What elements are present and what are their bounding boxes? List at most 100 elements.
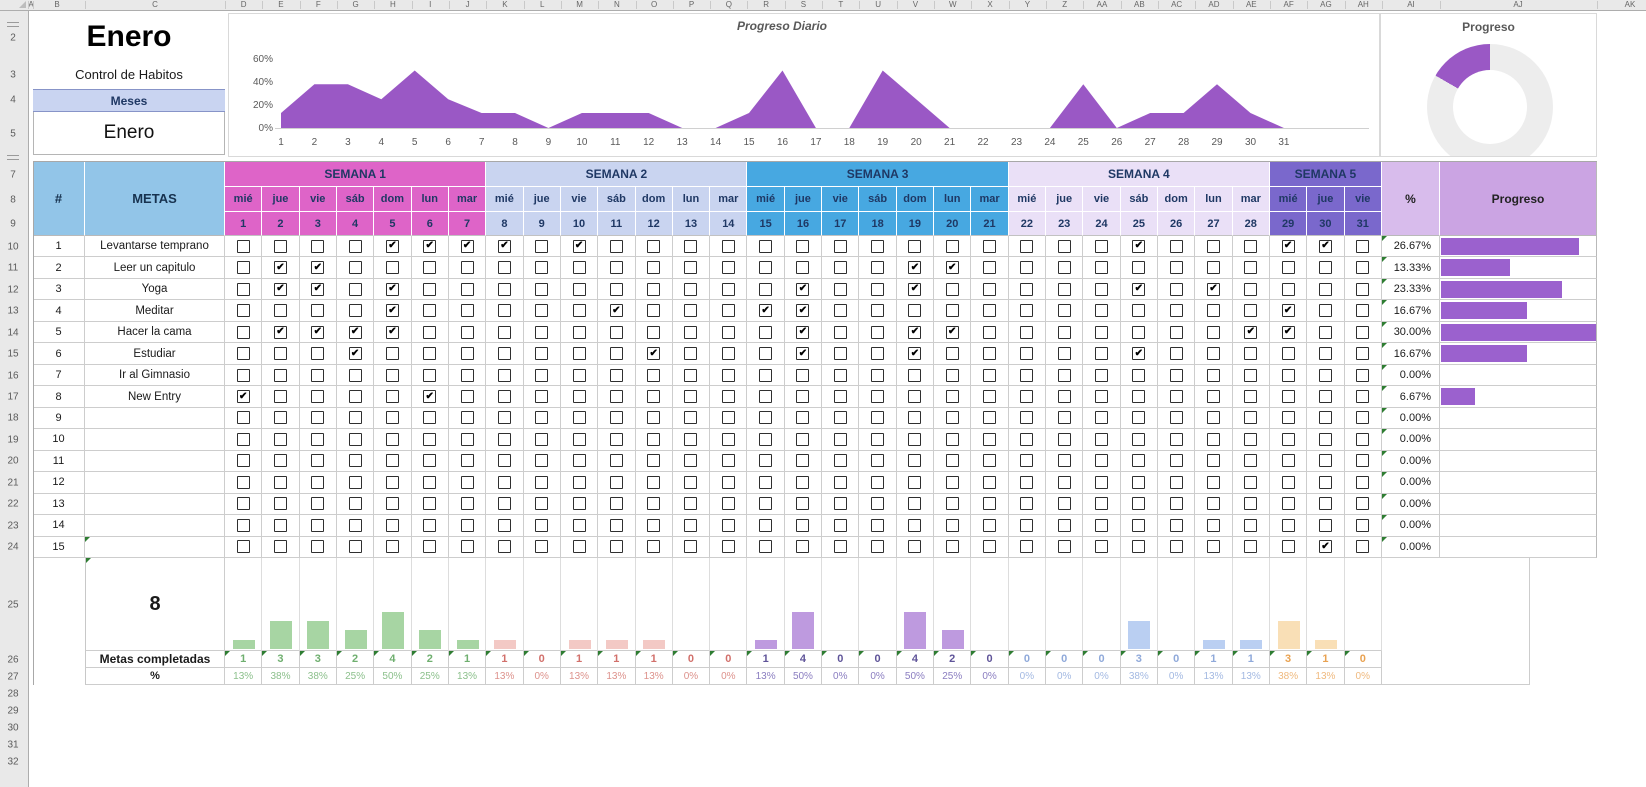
- checkbox-day-13[interactable]: [684, 282, 698, 296]
- checkbox-day-9[interactable]: [535, 497, 549, 511]
- checkbox-day-8[interactable]: [497, 475, 511, 489]
- checkbox-day-4[interactable]: [348, 239, 362, 253]
- column-header-L[interactable]: L: [539, 0, 545, 9]
- checkbox-day-22[interactable]: [1020, 454, 1034, 468]
- checkbox-day-19[interactable]: [908, 432, 922, 446]
- checkbox-day-26[interactable]: [1169, 454, 1183, 468]
- checkbox-day-4[interactable]: [348, 282, 362, 296]
- checkbox-day-27[interactable]: [1206, 390, 1220, 404]
- checkbox-day-30[interactable]: [1318, 368, 1332, 382]
- checkbox-day-29[interactable]: [1281, 540, 1295, 554]
- checkbox-day-16[interactable]: [796, 432, 810, 446]
- checkbox-day-1[interactable]: [236, 497, 250, 511]
- checkbox-day-1[interactable]: [236, 518, 250, 532]
- column-header-P[interactable]: P: [688, 0, 695, 9]
- checkbox-day-24[interactable]: [1095, 432, 1109, 446]
- checkbox-day-30[interactable]: [1318, 347, 1332, 361]
- checkbox-day-16[interactable]: ✔: [796, 347, 810, 361]
- checkbox-day-24[interactable]: [1095, 239, 1109, 253]
- checkbox-day-20[interactable]: [945, 390, 959, 404]
- checkbox-day-6[interactable]: [423, 347, 437, 361]
- checkbox-day-31[interactable]: [1356, 475, 1370, 489]
- checkbox-day-8[interactable]: [497, 518, 511, 532]
- checkbox-day-19[interactable]: [908, 304, 922, 318]
- checkbox-day-11[interactable]: [609, 282, 623, 296]
- checkbox-day-3[interactable]: ✔: [311, 261, 325, 275]
- checkbox-day-13[interactable]: [684, 325, 698, 339]
- checkbox-day-13[interactable]: [684, 518, 698, 532]
- checkbox-day-9[interactable]: [535, 261, 549, 275]
- checkbox-day-26[interactable]: [1169, 497, 1183, 511]
- column-header-U[interactable]: U: [875, 0, 881, 9]
- checkbox-day-23[interactable]: [1057, 497, 1071, 511]
- checkbox-day-24[interactable]: [1095, 368, 1109, 382]
- checkbox-day-19[interactable]: [908, 411, 922, 425]
- checkbox-day-6[interactable]: [423, 325, 437, 339]
- checkbox-day-20[interactable]: [945, 304, 959, 318]
- checkbox-day-18[interactable]: [871, 432, 885, 446]
- checkbox-day-7[interactable]: [460, 475, 474, 489]
- checkbox-day-11[interactable]: [609, 411, 623, 425]
- checkbox-day-30[interactable]: [1318, 497, 1332, 511]
- checkbox-day-23[interactable]: [1057, 261, 1071, 275]
- checkbox-day-28[interactable]: [1244, 282, 1258, 296]
- checkbox-day-2[interactable]: [273, 239, 287, 253]
- checkbox-day-23[interactable]: [1057, 454, 1071, 468]
- checkbox-day-15[interactable]: [759, 540, 773, 554]
- checkbox-day-3[interactable]: [311, 390, 325, 404]
- checkbox-day-24[interactable]: [1095, 411, 1109, 425]
- column-header-Q[interactable]: Q: [725, 0, 732, 9]
- checkbox-day-5[interactable]: [385, 432, 399, 446]
- checkbox-day-6[interactable]: [423, 475, 437, 489]
- checkbox-day-17[interactable]: [833, 304, 847, 318]
- checkbox-day-4[interactable]: ✔: [348, 347, 362, 361]
- checkbox-day-12[interactable]: [647, 411, 661, 425]
- habit-name-cell[interactable]: Hacer la cama: [85, 321, 225, 344]
- checkbox-day-3[interactable]: [311, 239, 325, 253]
- checkbox-day-9[interactable]: [535, 540, 549, 554]
- checkbox-day-6[interactable]: [423, 411, 437, 425]
- checkbox-day-18[interactable]: [871, 282, 885, 296]
- checkbox-day-2[interactable]: ✔: [273, 325, 287, 339]
- checkbox-day-17[interactable]: [833, 368, 847, 382]
- row-header-23[interactable]: 23: [7, 520, 19, 532]
- checkbox-day-29[interactable]: [1281, 411, 1295, 425]
- column-header-AG[interactable]: AG: [1320, 0, 1332, 9]
- checkbox-day-4[interactable]: [348, 411, 362, 425]
- checkbox-day-19[interactable]: ✔: [908, 261, 922, 275]
- checkbox-day-24[interactable]: [1095, 390, 1109, 404]
- checkbox-day-3[interactable]: [311, 347, 325, 361]
- checkbox-day-27[interactable]: [1206, 432, 1220, 446]
- checkbox-day-20[interactable]: [945, 497, 959, 511]
- checkbox-day-15[interactable]: [759, 368, 773, 382]
- checkbox-day-27[interactable]: [1206, 518, 1220, 532]
- checkbox-day-2[interactable]: [273, 347, 287, 361]
- checkbox-day-4[interactable]: ✔: [348, 325, 362, 339]
- checkbox-day-6[interactable]: [423, 304, 437, 318]
- checkbox-day-5[interactable]: [385, 261, 399, 275]
- month-selector-cell[interactable]: Enero: [33, 112, 225, 155]
- checkbox-day-30[interactable]: [1318, 261, 1332, 275]
- checkbox-day-2[interactable]: [273, 432, 287, 446]
- checkbox-day-18[interactable]: [871, 304, 885, 318]
- checkbox-day-1[interactable]: [236, 411, 250, 425]
- checkbox-day-23[interactable]: [1057, 368, 1071, 382]
- checkbox-day-14[interactable]: [721, 540, 735, 554]
- checkbox-day-8[interactable]: [497, 325, 511, 339]
- column-header-K[interactable]: K: [502, 0, 508, 9]
- checkbox-day-20[interactable]: ✔: [945, 325, 959, 339]
- checkbox-day-17[interactable]: [833, 411, 847, 425]
- row-header-19[interactable]: 19: [7, 434, 19, 446]
- row-header-12[interactable]: 12: [7, 284, 19, 296]
- checkbox-day-17[interactable]: [833, 347, 847, 361]
- checkbox-day-15[interactable]: [759, 497, 773, 511]
- checkbox-day-1[interactable]: [236, 239, 250, 253]
- checkbox-day-29[interactable]: [1281, 347, 1295, 361]
- checkbox-day-22[interactable]: [1020, 347, 1034, 361]
- checkbox-day-9[interactable]: [535, 411, 549, 425]
- checkbox-day-7[interactable]: [460, 261, 474, 275]
- checkbox-day-11[interactable]: [609, 454, 623, 468]
- checkbox-day-17[interactable]: [833, 325, 847, 339]
- checkbox-day-24[interactable]: [1095, 261, 1109, 275]
- checkbox-day-15[interactable]: [759, 411, 773, 425]
